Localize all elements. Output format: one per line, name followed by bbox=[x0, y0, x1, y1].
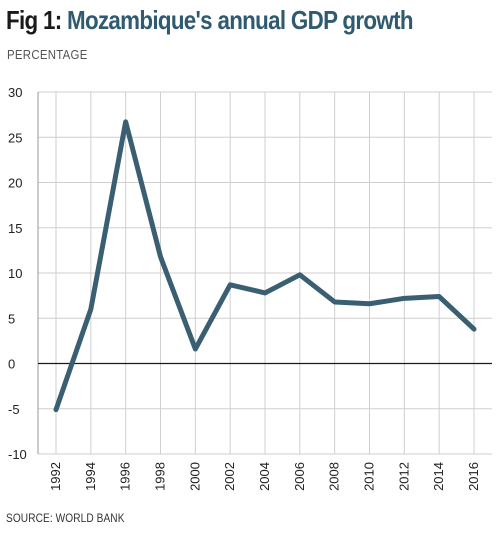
x-tick-label: 2002 bbox=[222, 462, 237, 491]
x-tick-label: 1998 bbox=[153, 462, 168, 491]
y-tick-labels: 30 25 20 15 10 5 0 -5 -10 bbox=[8, 85, 27, 462]
x-tick-label: 2014 bbox=[431, 462, 446, 491]
series bbox=[53, 119, 477, 413]
x-tick-label: 1996 bbox=[118, 462, 133, 491]
y-tick-label: -10 bbox=[8, 447, 27, 462]
y-tick-label: 30 bbox=[8, 85, 22, 100]
source-note: SOURCE: WORLD BANK bbox=[6, 513, 125, 525]
title-prefix: Fig 1: bbox=[6, 5, 62, 35]
x-tick-label: 2006 bbox=[292, 462, 307, 491]
figure-title: Fig 1: Mozambique's annual GDP growth bbox=[6, 3, 414, 37]
y-tick-label: 0 bbox=[8, 357, 15, 372]
x-tick-label: 2016 bbox=[466, 462, 481, 491]
y-axis-unit-label: PERCENTAGE bbox=[7, 47, 88, 62]
x-tick-label: 2004 bbox=[257, 462, 272, 491]
x-tick-label: 2008 bbox=[327, 462, 342, 491]
y-tick-label: 5 bbox=[8, 311, 15, 326]
x-tick-label: 2012 bbox=[396, 462, 411, 491]
y-tick-label: 20 bbox=[8, 176, 22, 191]
y-tick-label: 10 bbox=[8, 266, 22, 281]
axes bbox=[37, 92, 492, 454]
x-tick-label: 1994 bbox=[83, 462, 98, 491]
y-tick-label: 15 bbox=[8, 221, 22, 236]
title-main: Mozambique's annual GDP growth bbox=[67, 5, 413, 35]
x-tick-label: 2010 bbox=[362, 462, 377, 491]
x-tick-labels: 1992 1994 1996 1998 2000 2002 2004 2006 2008 2010… bbox=[48, 462, 481, 491]
y-tick-label: 25 bbox=[8, 130, 22, 145]
x-tick-label: 2000 bbox=[187, 462, 202, 491]
gridlines bbox=[38, 91, 492, 455]
y-tick-label: -5 bbox=[8, 402, 20, 417]
x-tick-label: 1992 bbox=[48, 462, 63, 491]
